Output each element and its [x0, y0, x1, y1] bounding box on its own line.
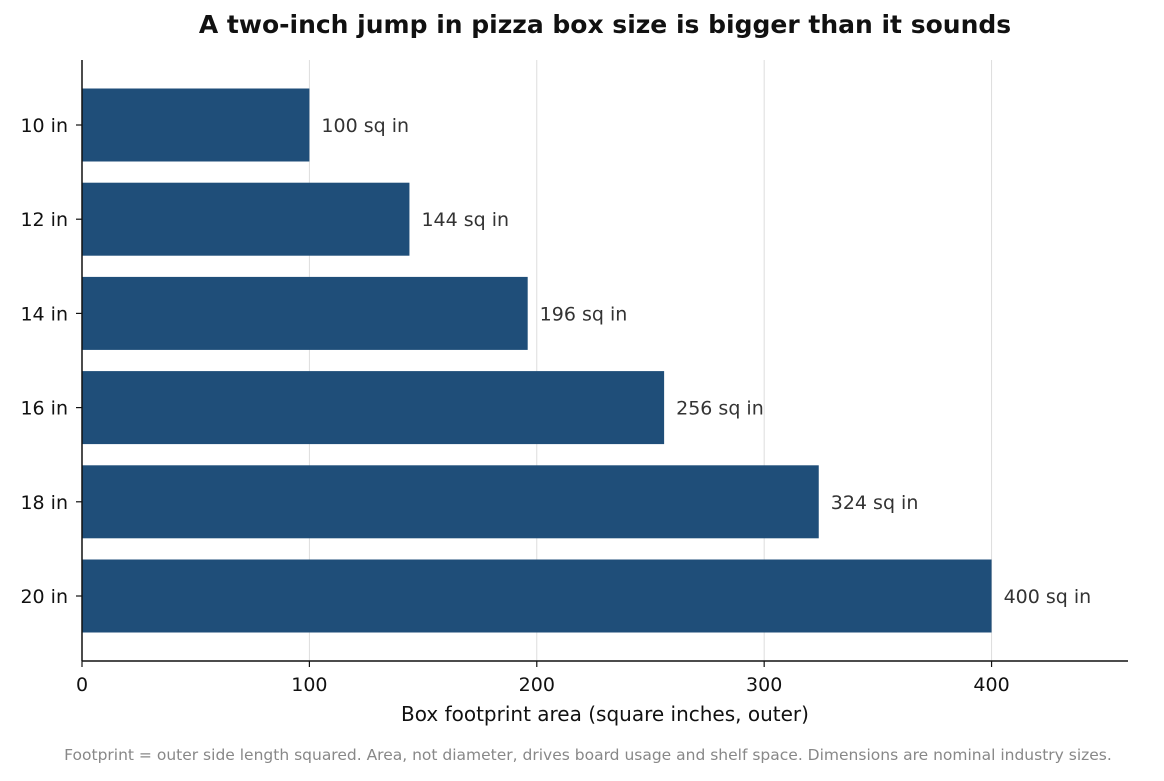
x-tick-group: 0 100 200 300 400 [76, 661, 1010, 696]
y-tick-label: 14 in [20, 303, 68, 325]
data-label: 196 sq in [540, 303, 628, 325]
x-tick-label: 200 [519, 674, 555, 696]
bar [82, 276, 528, 350]
bar [82, 465, 819, 539]
y-tick-label: 12 in [20, 209, 68, 231]
y-tick-label: 20 in [20, 586, 68, 608]
x-axis-label: Box footprint area (square inches, outer… [401, 702, 809, 726]
bar [82, 559, 992, 633]
axes [81, 60, 1128, 662]
bar [82, 88, 310, 162]
x-tick-label: 300 [746, 674, 782, 696]
y-tick-label: 10 in [20, 115, 68, 137]
data-label: 400 sq in [1004, 586, 1092, 608]
data-label-group: 100 sq in 144 sq in 196 sq in 256 sq in 324 … [321, 115, 1091, 608]
y-tick-label: 18 in [20, 492, 68, 514]
data-label: 256 sq in [676, 398, 764, 420]
x-tick-label: 100 [291, 674, 327, 696]
data-label: 100 sq in [321, 115, 409, 137]
chart-title: A two-inch jump in pizza box size is big… [198, 10, 1012, 39]
y-tick-group: 10 in 12 in 14 in 16 in 18 in 20 in [20, 115, 82, 608]
x-tick-label: 400 [973, 674, 1009, 696]
bar [82, 371, 665, 445]
data-label: 144 sq in [421, 209, 509, 231]
x-tick-label: 0 [76, 674, 88, 696]
bar [82, 182, 410, 256]
footnote: Footprint = outer side length squared. A… [64, 746, 1112, 764]
y-tick-label: 16 in [20, 398, 68, 420]
bar-group [82, 88, 992, 633]
data-label: 324 sq in [831, 492, 919, 514]
